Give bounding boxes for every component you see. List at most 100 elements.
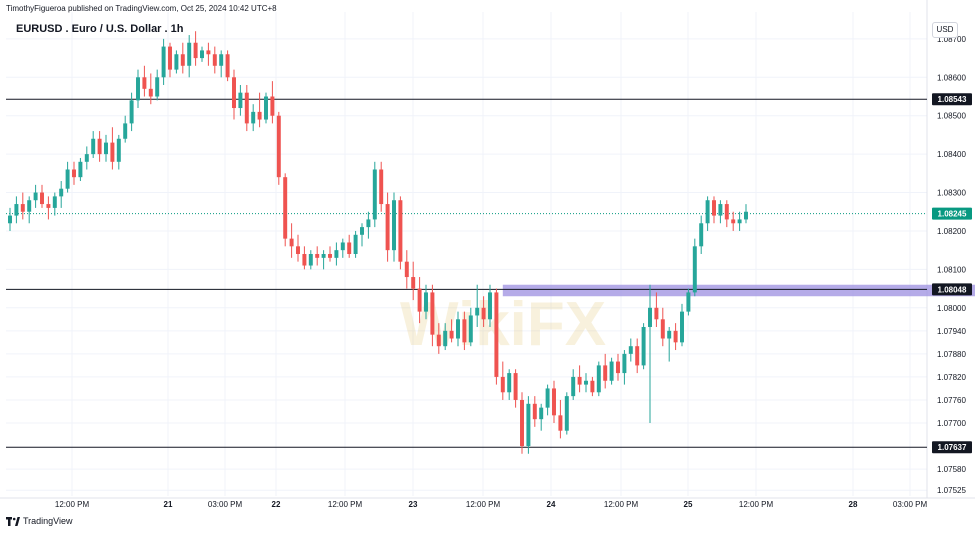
candle-body: [110, 142, 115, 162]
level-label-bg: [932, 283, 972, 296]
candle-body: [264, 96, 268, 120]
candle-body: [161, 46, 166, 78]
candle-body: [136, 77, 140, 101]
candle-body: [334, 250, 339, 258]
candle-body: [718, 204, 723, 216]
candle-body: [641, 326, 646, 366]
y-tick-label: 1.07580: [937, 465, 966, 474]
candle-body: [232, 77, 236, 109]
current-price-label-bg: [932, 207, 972, 220]
candle-body: [353, 234, 358, 254]
zone: [502, 284, 975, 297]
candle-body: [276, 115, 281, 178]
candle-body: [596, 365, 601, 393]
x-axis: 12:00 PM 21 03:00 PM 22 12:00 PM 23 12:00 PM 24…: [55, 500, 928, 509]
candle-body: [321, 254, 326, 258]
candle-body: [142, 77, 147, 89]
candle-body: [27, 200, 32, 212]
candle-body: [116, 138, 121, 162]
level-label: 1.08048: [938, 285, 967, 294]
candle-body: [46, 204, 51, 208]
candle-body: [488, 292, 492, 320]
candle-body: [603, 365, 608, 381]
candle-body: [526, 403, 531, 447]
candle-body: [180, 54, 185, 66]
candle-body: [513, 373, 518, 400]
x-tick-label: 12:00 PM: [328, 500, 363, 509]
candle-body: [84, 154, 89, 162]
candle-body: [449, 330, 454, 339]
candle-body: [296, 246, 300, 254]
supply-demand-zone: [502, 284, 975, 297]
candle-body: [219, 54, 224, 66]
candle-body: [33, 192, 38, 201]
candle-body: [244, 92, 249, 124]
x-tick-label: 21: [164, 500, 173, 509]
chart-title: EURUSD . Euro / U.S. Dollar . 1h: [16, 23, 184, 35]
candle-body: [686, 292, 691, 312]
candle-body: [52, 196, 57, 208]
y-tick-label: 1.07940: [937, 327, 966, 336]
candle-body: [206, 50, 211, 55]
candle-body: [622, 353, 627, 374]
x-tick-label: 12:00 PM: [466, 500, 501, 509]
current-price-label: 1.08245: [938, 210, 967, 219]
candle-body: [14, 204, 19, 216]
candle-body: [590, 380, 595, 393]
x-tick-label: 12:00 PM: [604, 500, 639, 509]
candle-body: [462, 319, 467, 343]
candle-body: [360, 227, 364, 235]
candle-body: [571, 376, 576, 397]
candle-body: [72, 169, 76, 178]
level-label: 1.07637: [938, 443, 967, 452]
y-tick-label: 1.08000: [937, 304, 966, 313]
candle-body: [212, 54, 217, 66]
candle-body: [430, 292, 435, 335]
candle-body: [404, 261, 409, 278]
y-tick-label: 1.08500: [937, 112, 966, 121]
candle-body: [443, 330, 448, 347]
level-label: 1.08543: [938, 95, 967, 104]
candle-body: [308, 254, 313, 266]
candle-body: [436, 334, 441, 347]
x-tick-label: 22: [272, 500, 281, 509]
candle-body: [97, 138, 102, 155]
candle-body: [91, 138, 96, 155]
y-tick-label: 1.08700: [937, 35, 966, 44]
candle-body: [123, 123, 128, 139]
x-tick-label: 12:00 PM: [739, 500, 774, 509]
candle-body: [507, 373, 512, 393]
candle-body: [411, 277, 416, 289]
candle-body: [347, 242, 352, 254]
candle-body: [328, 254, 332, 258]
candle-body: [680, 311, 684, 343]
candle-body: [225, 54, 230, 78]
candle-body: [148, 88, 153, 97]
candle-body: [552, 388, 556, 416]
candle-body: [545, 388, 550, 408]
tradingview-logo-icon: [6, 516, 20, 526]
candle-body: [251, 111, 256, 124]
candle-body: [366, 219, 371, 228]
x-tick-label: 23: [409, 500, 418, 509]
y-tick-label: 1.07700: [937, 419, 966, 428]
level-label-bg: [932, 441, 972, 454]
candle-body: [577, 376, 582, 385]
x-tick-label: 12:00 PM: [55, 500, 90, 509]
currency-button[interactable]: USD: [932, 22, 958, 38]
candle-body: [648, 307, 652, 327]
candle-body: [731, 219, 736, 224]
candle-body: [584, 380, 588, 385]
candle-body: [168, 46, 172, 70]
candle-body: [456, 319, 460, 339]
candle-body: [104, 142, 108, 155]
y-tick-label: 1.07820: [937, 373, 966, 382]
candle-body: [200, 50, 204, 59]
candle-body: [65, 169, 70, 189]
candle-body: [699, 223, 704, 247]
candle-body: [424, 292, 428, 312]
candle-body: [558, 415, 563, 431]
horizontal-levels: 1.08543 1.08048 1.07637 1.08245: [6, 93, 972, 454]
y-tick-label: 1.08300: [937, 189, 966, 198]
candle-body: [302, 254, 307, 266]
